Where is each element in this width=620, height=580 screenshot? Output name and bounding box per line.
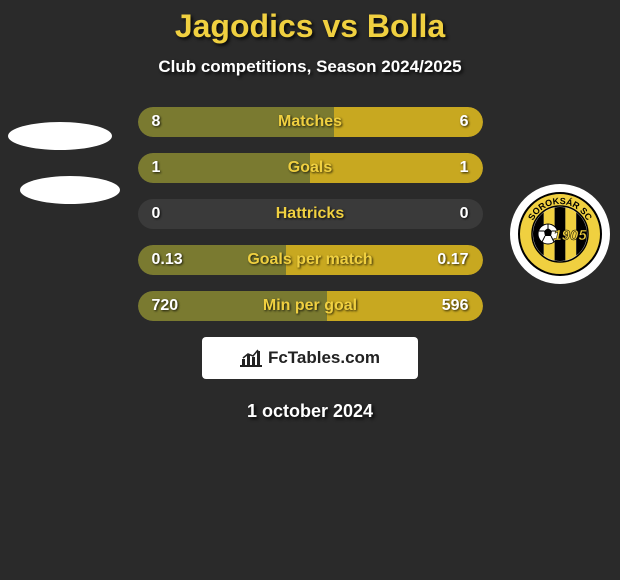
bar-left bbox=[138, 153, 311, 183]
decorative-ellipse bbox=[20, 176, 120, 204]
stat-value-left: 0 bbox=[152, 205, 161, 223]
bar-right bbox=[310, 153, 483, 183]
stat-label: Matches bbox=[278, 113, 342, 131]
stat-row: 0 Hattricks 0 bbox=[138, 199, 483, 229]
stat-value-left: 0.13 bbox=[152, 251, 183, 269]
stat-value-left: 8 bbox=[152, 113, 161, 131]
stat-value-right: 1 bbox=[460, 159, 469, 177]
stat-value-right: 6 bbox=[460, 113, 469, 131]
date-label: 1 october 2024 bbox=[0, 401, 620, 422]
subtitle: Club competitions, Season 2024/2025 bbox=[0, 57, 620, 77]
page-title: Jagodics vs Bolla bbox=[0, 8, 620, 45]
stat-label: Goals per match bbox=[247, 251, 372, 269]
branding-badge: FcTables.com bbox=[202, 337, 418, 379]
stat-value-left: 1 bbox=[152, 159, 161, 177]
stat-label: Goals bbox=[288, 159, 332, 177]
stat-value-right: 0.17 bbox=[437, 251, 468, 269]
club-logo-right: SOROKSÁR SC 1905 bbox=[510, 184, 610, 284]
club-badge: SOROKSÁR SC 1905 bbox=[518, 192, 602, 276]
branding-text: FcTables.com bbox=[268, 348, 380, 368]
svg-text:1905: 1905 bbox=[553, 227, 587, 244]
stat-row: 720 Min per goal 596 bbox=[138, 291, 483, 321]
stat-label: Min per goal bbox=[263, 297, 357, 315]
stat-value-right: 596 bbox=[442, 297, 469, 315]
decorative-ellipse bbox=[8, 122, 112, 150]
chart-icon bbox=[240, 349, 262, 367]
stat-row: 0.13 Goals per match 0.17 bbox=[138, 245, 483, 275]
stat-row: 1 Goals 1 bbox=[138, 153, 483, 183]
stat-value-left: 720 bbox=[152, 297, 179, 315]
stat-row: 8 Matches 6 bbox=[138, 107, 483, 137]
stat-value-right: 0 bbox=[460, 205, 469, 223]
stat-label: Hattricks bbox=[276, 205, 344, 223]
